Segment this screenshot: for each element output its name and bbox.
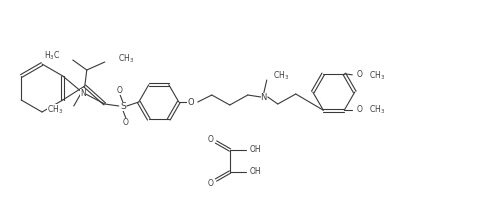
Text: O: O	[187, 97, 194, 107]
Text: N: N	[261, 92, 267, 101]
Text: OH: OH	[249, 168, 261, 176]
Text: CH$_3$: CH$_3$	[369, 104, 385, 116]
Text: CH$_3$: CH$_3$	[118, 53, 134, 65]
Text: CH$_3$: CH$_3$	[273, 70, 289, 82]
Text: O: O	[123, 118, 129, 127]
Text: O: O	[356, 70, 362, 79]
Text: O: O	[208, 179, 214, 188]
Text: CH$_3$: CH$_3$	[47, 104, 63, 116]
Text: S: S	[120, 101, 126, 111]
Text: CH$_3$: CH$_3$	[369, 70, 385, 82]
Text: N: N	[80, 88, 86, 97]
Text: OH: OH	[249, 146, 261, 154]
Text: O: O	[208, 134, 214, 143]
Text: H$_3$C: H$_3$C	[44, 50, 61, 62]
Text: O: O	[356, 105, 362, 114]
Text: O: O	[117, 85, 123, 95]
